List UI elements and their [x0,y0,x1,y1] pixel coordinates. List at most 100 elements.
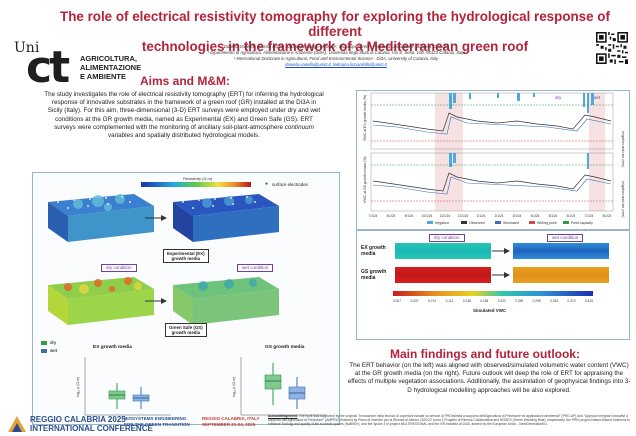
x-tick-label: 12/1/24 [458,214,469,218]
title-line-1: The role of electrical resistivity tomog… [60,9,610,39]
legend-swatch [529,221,535,224]
conference-place: REGGIO CALABRIA, ITALY [202,416,260,421]
x-tick-label: 5/1/24 [549,214,558,218]
x-tick-label: 6/1/24 [567,214,576,218]
dept-line-3: E AMBIENTE [80,72,126,81]
x-tick-labels: 7/1/24 8/1/24 9/1/24 10/1/24 11/1/24 12/1/24 1… [369,214,612,218]
vwc-scale-tick: 0.185 [480,299,488,303]
legend-wet-swatch [41,349,47,353]
vwc-gs-wet-map [513,267,609,283]
vwc-scale-tick: 0.333 [550,299,558,303]
vwc-gs-label-line-1: GS growth [361,269,387,275]
resistivity-colorbar [141,182,251,187]
vwc-scale-title: Simulated VWC [473,308,507,313]
ex-boxplot-title: EX growth media [93,345,132,350]
gs-tag-line-1: Green Safe (GS) [169,325,203,330]
ylabel-top: VWC at EX growth media (%) [363,95,367,141]
vwc-scale-tick: 0.007 [393,299,401,303]
legend-swatch [563,221,569,224]
ylabel-right-2: Irrigation and rain (mm) [621,181,625,217]
dept-line-2: ALIMENTAZIONE [80,63,142,72]
legend-swatch [461,221,467,224]
vwc-arrow-ex-icon [492,248,510,254]
dry-period-label: dry [555,95,562,100]
qr-code-icon[interactable] [596,32,628,64]
ert-results-panel: Resistivity (Ω m) ● surface electrodes E… [32,172,340,425]
vwc-timeseries-svg: dry wet VWC at EX growth media (%) VWC a… [363,92,625,225]
conference-theme-line-1: BIOSYSTEMS ENGINEERING [124,416,187,421]
vwc-scale-tick: 0.415 [585,299,593,303]
ylabel-right: Irrigation and rain (mm) [621,131,625,167]
vwc-wet-condition-tag: wet condition [547,234,584,242]
vwc-ex-wet-map [513,243,609,259]
vwc-timeseries-chart: dry wet VWC at EX growth media (%) VWC a… [356,90,630,230]
affiliation-1: ¹ Dipartimento di Agricoltura, Alimentaz… [207,50,465,55]
vwc-dry-condition-tag: dry condition [429,234,465,242]
x-tick-label: 4/1/24 [531,214,540,218]
x-tick-label: 3/1/24 [513,214,522,218]
conference-theme-line-2: FOR THE GREEN TRANSITION [124,422,190,427]
surface-electrodes-label: surface electrodes [272,182,308,187]
legend-label: Irrigation [435,221,449,225]
resistivity-colorbar-label: Resistivity (Ω m) [183,176,213,181]
affiliation-2: ² International Doctorate in Agricultura… [233,56,439,61]
legend-swatch [427,221,433,224]
vwc-scale-tick: 0.259 [515,299,523,303]
ex-tag-line-2: growth media [171,256,201,261]
vwc-scale-tick: 0.074 [428,299,436,303]
arrow-ex-icon [145,215,167,221]
vwc-scale-tick: 0.370 [568,299,576,303]
poster-title: The role of electrical resistivity tomog… [40,9,630,54]
x-tick-label: 10/1/24 [422,214,433,218]
legend-label: Simulated [503,221,519,225]
x-tick-label: 2/1/24 [495,214,504,218]
timeseries-legend: Irrigation Observed Simulated Wilting point… [427,221,593,225]
author-email-link[interactable]: daniela.vanella@unict.it, feliciana.licc… [285,62,387,67]
vwc-ex-dry-map [395,243,491,259]
ert-block-gs-wet [173,277,279,325]
vwc-scale-tick: 0.148 [463,299,471,303]
legend-label: Wilting point [537,221,557,225]
x-tick-label: 1/1/24 [477,214,486,218]
vwc-scale-tick: 0.037 [410,299,418,303]
aims-text: The study investigates the role of elect… [44,91,324,140]
ack-title: Acknowledgement [268,414,298,418]
ex-growth-media-tag: Experimental (EX) growth media [163,249,209,263]
conference-name-line-2: INTERNATIONAL CONFERENCE [30,424,153,433]
dry-condition-tag: dry condition [101,264,137,272]
vwc-scale-tick: 0.222 [498,299,506,303]
vwc-ex-label: EX growth media [361,245,386,257]
vwc-colorscale: 0.007 0.037 0.074 0.111 0.148 0.185 0.222 0.259… [393,291,593,303]
findings-title: Main findings and future outlook: [390,347,580,361]
x-tick-label: 7/1/24 [585,214,594,218]
department-name: AGRICOLTURA, ALIMENTAZIONE E AMBIENTE [80,54,141,81]
legend-label: Field capacity [571,221,593,225]
wet-period-label: wet [593,95,601,100]
electrode-marker-icon: ● [265,181,269,187]
gs-boxplot-ylabel: log₁₀ ρ (Ω m) [232,377,236,397]
ert-block-ex-dry [48,194,154,242]
conference-name-line-1: REGGIO CALABRIA 2025 [30,415,126,424]
aims-text-part-1: The study investigates the role of elect… [44,91,324,131]
vwc-gs-dry-map [395,267,491,283]
gs-growth-media-tag: Green Safe (GS) growth media [165,323,207,337]
conference-banner: REGGIO CALABRIA 2025 INTERNATIONAL CONFE… [6,412,306,436]
x-tick-label: 8/1/24 [387,214,396,218]
ex-boxplot: log₁₀ ρ (Ω m) [76,357,171,416]
x-tick-label: 7/1/24 [369,214,378,218]
x-tick-label: 11/1/24 [440,214,451,218]
legend-wet-label: wet [50,348,58,353]
legend-swatch [495,221,501,224]
aims-text-part-2: continuum [284,123,314,131]
authors-list: Daniela Vanella¹, Alessio Rizzo¹, Giusep… [223,44,449,49]
gs-boxplot-title: GS growth media [265,345,305,350]
aims-text-part-3: variables and spatially distributed hydr… [108,132,260,140]
gs-boxplot: log₁₀ ρ (Ω m) [232,357,327,416]
ert-block-gs-dry [48,277,154,325]
legend-dry-label: dry [50,340,57,345]
title-line-2: technologies in the framework of a Medit… [141,39,529,54]
vwc-scale-ticks: 0.007 0.037 0.074 0.111 0.148 0.185 0.222 0.259… [393,299,593,303]
vwc-scale-tick: 0.296 [533,299,541,303]
ack-text: : The work was supported by the projects… [268,414,630,427]
ex-boxplot-ylabel: log₁₀ ρ (Ω m) [76,377,80,397]
